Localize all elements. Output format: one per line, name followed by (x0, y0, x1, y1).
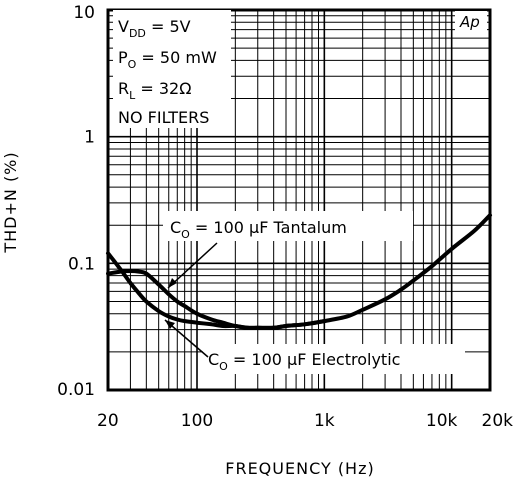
tantalum-annotation: CO = 100 µF Tantalum (170, 218, 347, 241)
y-tick-label: 0.1 (68, 254, 95, 274)
condition-rl: RL = 32Ω (118, 79, 191, 102)
tantalum-label-box (163, 211, 413, 241)
x-tick-label: 20 (97, 411, 119, 431)
ap-badge (455, 11, 487, 31)
condition-po: PO = 50 mW (118, 48, 217, 71)
x-tick-label: 100 (181, 411, 213, 431)
ap-watermark: Ap (459, 13, 480, 31)
electrolytic-label-box (203, 344, 465, 374)
y-axis-title: THD+N (%) (1, 151, 20, 253)
condition-filters: NO FILTERS (118, 108, 209, 127)
x-tick-label: 1k (314, 411, 335, 431)
x-tick-label: 10k (426, 411, 458, 431)
x-tick-label: 20k (482, 411, 513, 431)
plot-frame (106, 8, 492, 392)
x-tick-labels: 20 100 1k 10k 20k (97, 411, 513, 431)
tantalum-arrow-line (167, 242, 218, 289)
y-tick-label: 10 (73, 3, 95, 23)
series-line-electrolytic (106, 251, 327, 330)
electrolytic-annotation: CO = 100 µF Electrolytic (208, 350, 400, 373)
condition-vdd: VDD = 5V (118, 17, 191, 40)
y-tick-label: 1 (84, 128, 95, 148)
y-tick-labels: 0.01 0.1 1 10 (57, 3, 95, 400)
electrolytic-arrow-head (165, 320, 175, 329)
y-tick-label: 0.01 (57, 380, 95, 400)
conditions-box (113, 10, 231, 128)
x-axis-title: FREQUENCY (Hz) (225, 459, 374, 478)
tantalum-arrow-head (168, 278, 177, 288)
